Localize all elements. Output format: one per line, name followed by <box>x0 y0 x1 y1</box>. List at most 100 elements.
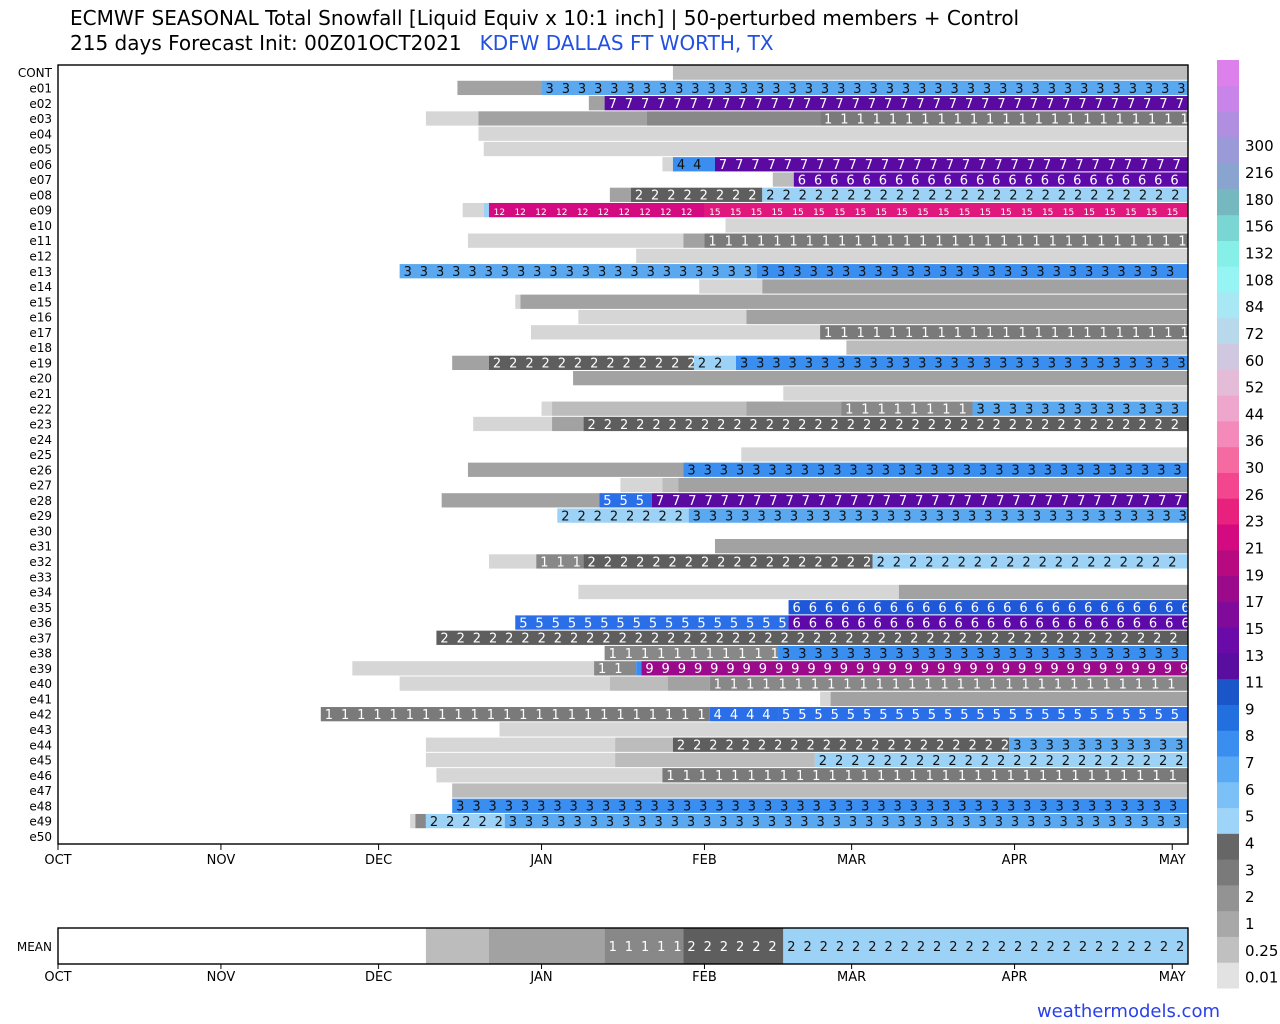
member-bar <box>478 111 647 126</box>
bar-value-label: 3 <box>741 509 749 524</box>
member-bar <box>746 401 842 416</box>
bar-value-label: 2 <box>904 739 912 754</box>
bar-value-label: 15 <box>855 208 866 218</box>
bar-value-label: 2 <box>698 357 706 372</box>
bar-value-label: 3 <box>963 464 971 479</box>
colorbar-label: 17 <box>1245 593 1264 611</box>
bar-value-label: 3 <box>711 265 719 280</box>
bar-value-label: 6 <box>1170 173 1178 188</box>
bar-value-label: 7 <box>1159 97 1167 112</box>
colorbar-label: 36 <box>1245 432 1264 450</box>
bar-value-label: 1 <box>1023 769 1031 784</box>
bar-value-label: 12 <box>598 208 609 218</box>
colorbar-cell <box>1217 188 1239 216</box>
bar-value-label: 7 <box>866 494 874 509</box>
bar-value-label: 3 <box>1143 739 1151 754</box>
bar-value-label: 3 <box>574 815 582 830</box>
site-watermark[interactable]: weathermodels.com <box>1036 1001 1220 1022</box>
bar-value-label: 3 <box>895 647 903 662</box>
bar-value-label: 1 <box>1148 112 1156 127</box>
bar-value-label: 2 <box>1007 632 1015 647</box>
bar-value-label: 1 <box>1099 326 1107 341</box>
bar-value-label: 3 <box>782 647 790 662</box>
bar-value-label: 7 <box>721 494 729 509</box>
bar-value-label: 1 <box>926 769 934 784</box>
bar-value-label: 7 <box>1176 97 1184 112</box>
bar-value-label: 1 <box>762 678 770 693</box>
bar-value-label: 6 <box>987 616 995 631</box>
bar-value-label: 3 <box>521 800 529 815</box>
bar-value-label: 7 <box>1156 158 1164 173</box>
bar-value-label: 6 <box>1100 616 1108 631</box>
bar-value-label: 1 <box>905 326 913 341</box>
bar-value-label: 7 <box>1127 97 1135 112</box>
colorbar-cell <box>1217 85 1239 113</box>
bar-value-label: 3 <box>740 82 748 97</box>
bar-value-label: 2 <box>993 189 1001 204</box>
colorbar-label: 300 <box>1245 137 1274 155</box>
row-label: e50 <box>29 830 52 844</box>
bar-value-label: 1 <box>845 403 853 418</box>
bar-value-label: 3 <box>768 815 776 830</box>
bar-value-label: 2 <box>944 189 952 204</box>
bar-value-label: 3 <box>877 800 885 815</box>
bar-value-label: 3 <box>1101 265 1109 280</box>
bar-value-label: 9 <box>888 662 896 677</box>
bar-value-label: 3 <box>578 82 586 97</box>
bar-value-label: 2 <box>577 509 585 524</box>
bar-value-label: 1 <box>699 769 707 784</box>
bar-value-label: 3 <box>995 815 1003 830</box>
bar-value-label: 1 <box>1164 326 1172 341</box>
bar-value-label: 3 <box>1125 464 1133 479</box>
bar-value-label: 2 <box>880 189 888 204</box>
bar-value-label: 7 <box>1095 97 1103 112</box>
mean-x-tick-label: OCT <box>44 970 71 985</box>
bar-value-label: 3 <box>847 647 855 662</box>
bar-value-label: 7 <box>1173 158 1181 173</box>
bar-value-label: 2 <box>961 189 969 204</box>
bar-value-label: 3 <box>871 509 879 524</box>
bar-value-label: 3 <box>918 82 926 97</box>
bar-value-label: 2 <box>505 632 513 647</box>
bar-value-label: 1 <box>1088 769 1096 784</box>
bar-value-label: 3 <box>541 815 549 830</box>
bar-value-label: 5 <box>633 616 641 631</box>
bar-value-label: 1 <box>1054 678 1062 693</box>
bar-value-label: 3 <box>630 265 638 280</box>
bar-value-label: 1 <box>598 662 606 677</box>
bar-value-label: 3 <box>1057 403 1065 418</box>
bar-value-label: 3 <box>790 509 798 524</box>
colorbar-cell <box>1217 163 1239 190</box>
bar-value-label: 3 <box>1173 815 1181 830</box>
bar-value-label: 2 <box>829 632 837 647</box>
bar-value-label: 15 <box>876 208 887 218</box>
bar-value-label: 3 <box>436 265 444 280</box>
bar-value-label: 3 <box>1025 647 1033 662</box>
bar-value-label: 15 <box>980 208 991 218</box>
bar-value-label: 2 <box>863 189 871 204</box>
bar-value-label: 9 <box>1180 662 1188 677</box>
bar-value-label: 3 <box>995 464 1003 479</box>
bar-value-label: 3 <box>655 815 663 830</box>
bar-value-label: 7 <box>1030 97 1038 112</box>
bar-value-label: 2 <box>782 189 790 204</box>
bar-value-label: 1 <box>741 235 749 250</box>
bar-value-label: 7 <box>883 494 891 509</box>
plot-frame <box>57 64 1189 845</box>
bar-value-label: 7 <box>690 97 698 112</box>
bar-value-label: 3 <box>606 815 614 830</box>
bar-value-label: 2 <box>1062 754 1070 769</box>
bar-value-label: 15 <box>1104 208 1115 218</box>
row-label: e48 <box>29 799 52 813</box>
bar-value-label: 3 <box>993 647 1001 662</box>
member-bar <box>499 722 1188 737</box>
bar-value-label: 7 <box>964 494 972 509</box>
bar-value-label: 1 <box>908 678 916 693</box>
bar-value-label: 7 <box>609 97 617 112</box>
member-bar <box>898 584 1188 600</box>
bar-value-label: 1 <box>990 769 998 784</box>
bar-value-label: 3 <box>1065 509 1073 524</box>
bar-value-label: 3 <box>752 815 760 830</box>
bar-value-label: 2 <box>1168 555 1176 570</box>
colorbar-cell <box>1217 498 1239 525</box>
